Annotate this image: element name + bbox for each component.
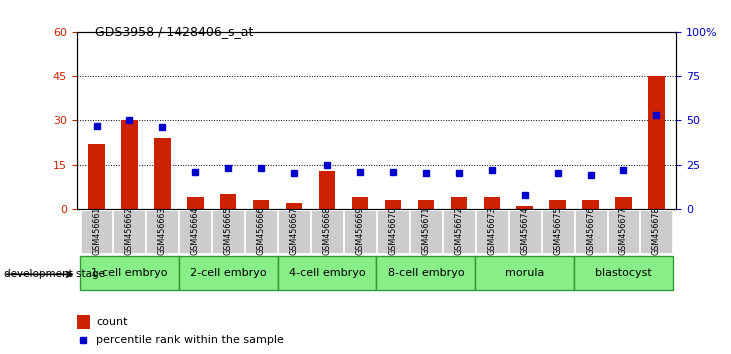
Bar [574,256,673,290]
Bar [550,200,566,209]
Bar [516,206,533,209]
Text: GSM456672: GSM456672 [454,207,463,255]
Bar [179,256,278,290]
Bar [640,210,673,253]
Bar [319,171,336,209]
Bar [80,256,179,290]
Bar [187,197,203,209]
Text: GSM456671: GSM456671 [421,207,431,255]
Bar [311,210,343,253]
Bar [450,197,467,209]
Text: percentile rank within the sample: percentile rank within the sample [96,335,284,345]
Bar [583,200,599,209]
Text: GSM456678: GSM456678 [652,207,661,255]
Bar [443,210,474,253]
Text: GSM456668: GSM456668 [322,207,332,255]
Bar [113,210,145,253]
Text: development stage: development stage [4,269,105,279]
Bar [344,210,376,253]
Bar [648,76,664,209]
Bar [377,210,409,253]
Bar [146,210,178,253]
Bar [616,197,632,209]
Bar [376,256,475,290]
Text: 1-cell embryo: 1-cell embryo [91,268,167,278]
Bar [154,138,170,209]
Bar [220,194,237,209]
Bar [352,197,368,209]
Text: 2-cell embryo: 2-cell embryo [190,268,267,278]
Bar [417,200,434,209]
Bar [279,210,310,253]
Bar [212,210,244,253]
Bar [410,210,442,253]
Bar [542,210,574,253]
Text: 8-cell embryo: 8-cell embryo [387,268,464,278]
Bar [80,210,113,253]
Bar [286,203,303,209]
Text: GSM456662: GSM456662 [125,207,134,255]
Bar [483,197,500,209]
Text: count: count [96,317,127,327]
Bar [509,210,541,253]
Bar [179,210,211,253]
Bar [607,210,640,253]
Bar [475,256,574,290]
Text: GSM456669: GSM456669 [355,207,365,255]
Text: 4-cell embryo: 4-cell embryo [289,268,366,278]
Text: GSM456670: GSM456670 [388,207,398,255]
Text: GSM456676: GSM456676 [586,207,595,255]
Text: GSM456673: GSM456673 [488,207,496,255]
Text: GSM456675: GSM456675 [553,207,562,255]
Text: GSM456677: GSM456677 [619,207,628,255]
Bar [385,200,401,209]
Text: blastocyst: blastocyst [595,268,652,278]
Bar [245,210,277,253]
Text: GSM456674: GSM456674 [520,207,529,255]
Bar [575,210,607,253]
Text: GSM456665: GSM456665 [224,207,232,255]
Text: GSM456667: GSM456667 [289,207,299,255]
Bar [278,256,376,290]
Text: GSM456664: GSM456664 [191,207,200,255]
Bar [253,200,270,209]
Bar [476,210,508,253]
Bar [77,315,90,329]
Text: GDS3958 / 1428406_s_at: GDS3958 / 1428406_s_at [95,25,254,38]
Text: GSM456666: GSM456666 [257,207,265,255]
Text: GSM456661: GSM456661 [92,207,101,255]
Bar [88,144,105,209]
Text: morula: morula [505,268,545,278]
Text: GSM456663: GSM456663 [158,207,167,255]
Bar [121,120,137,209]
